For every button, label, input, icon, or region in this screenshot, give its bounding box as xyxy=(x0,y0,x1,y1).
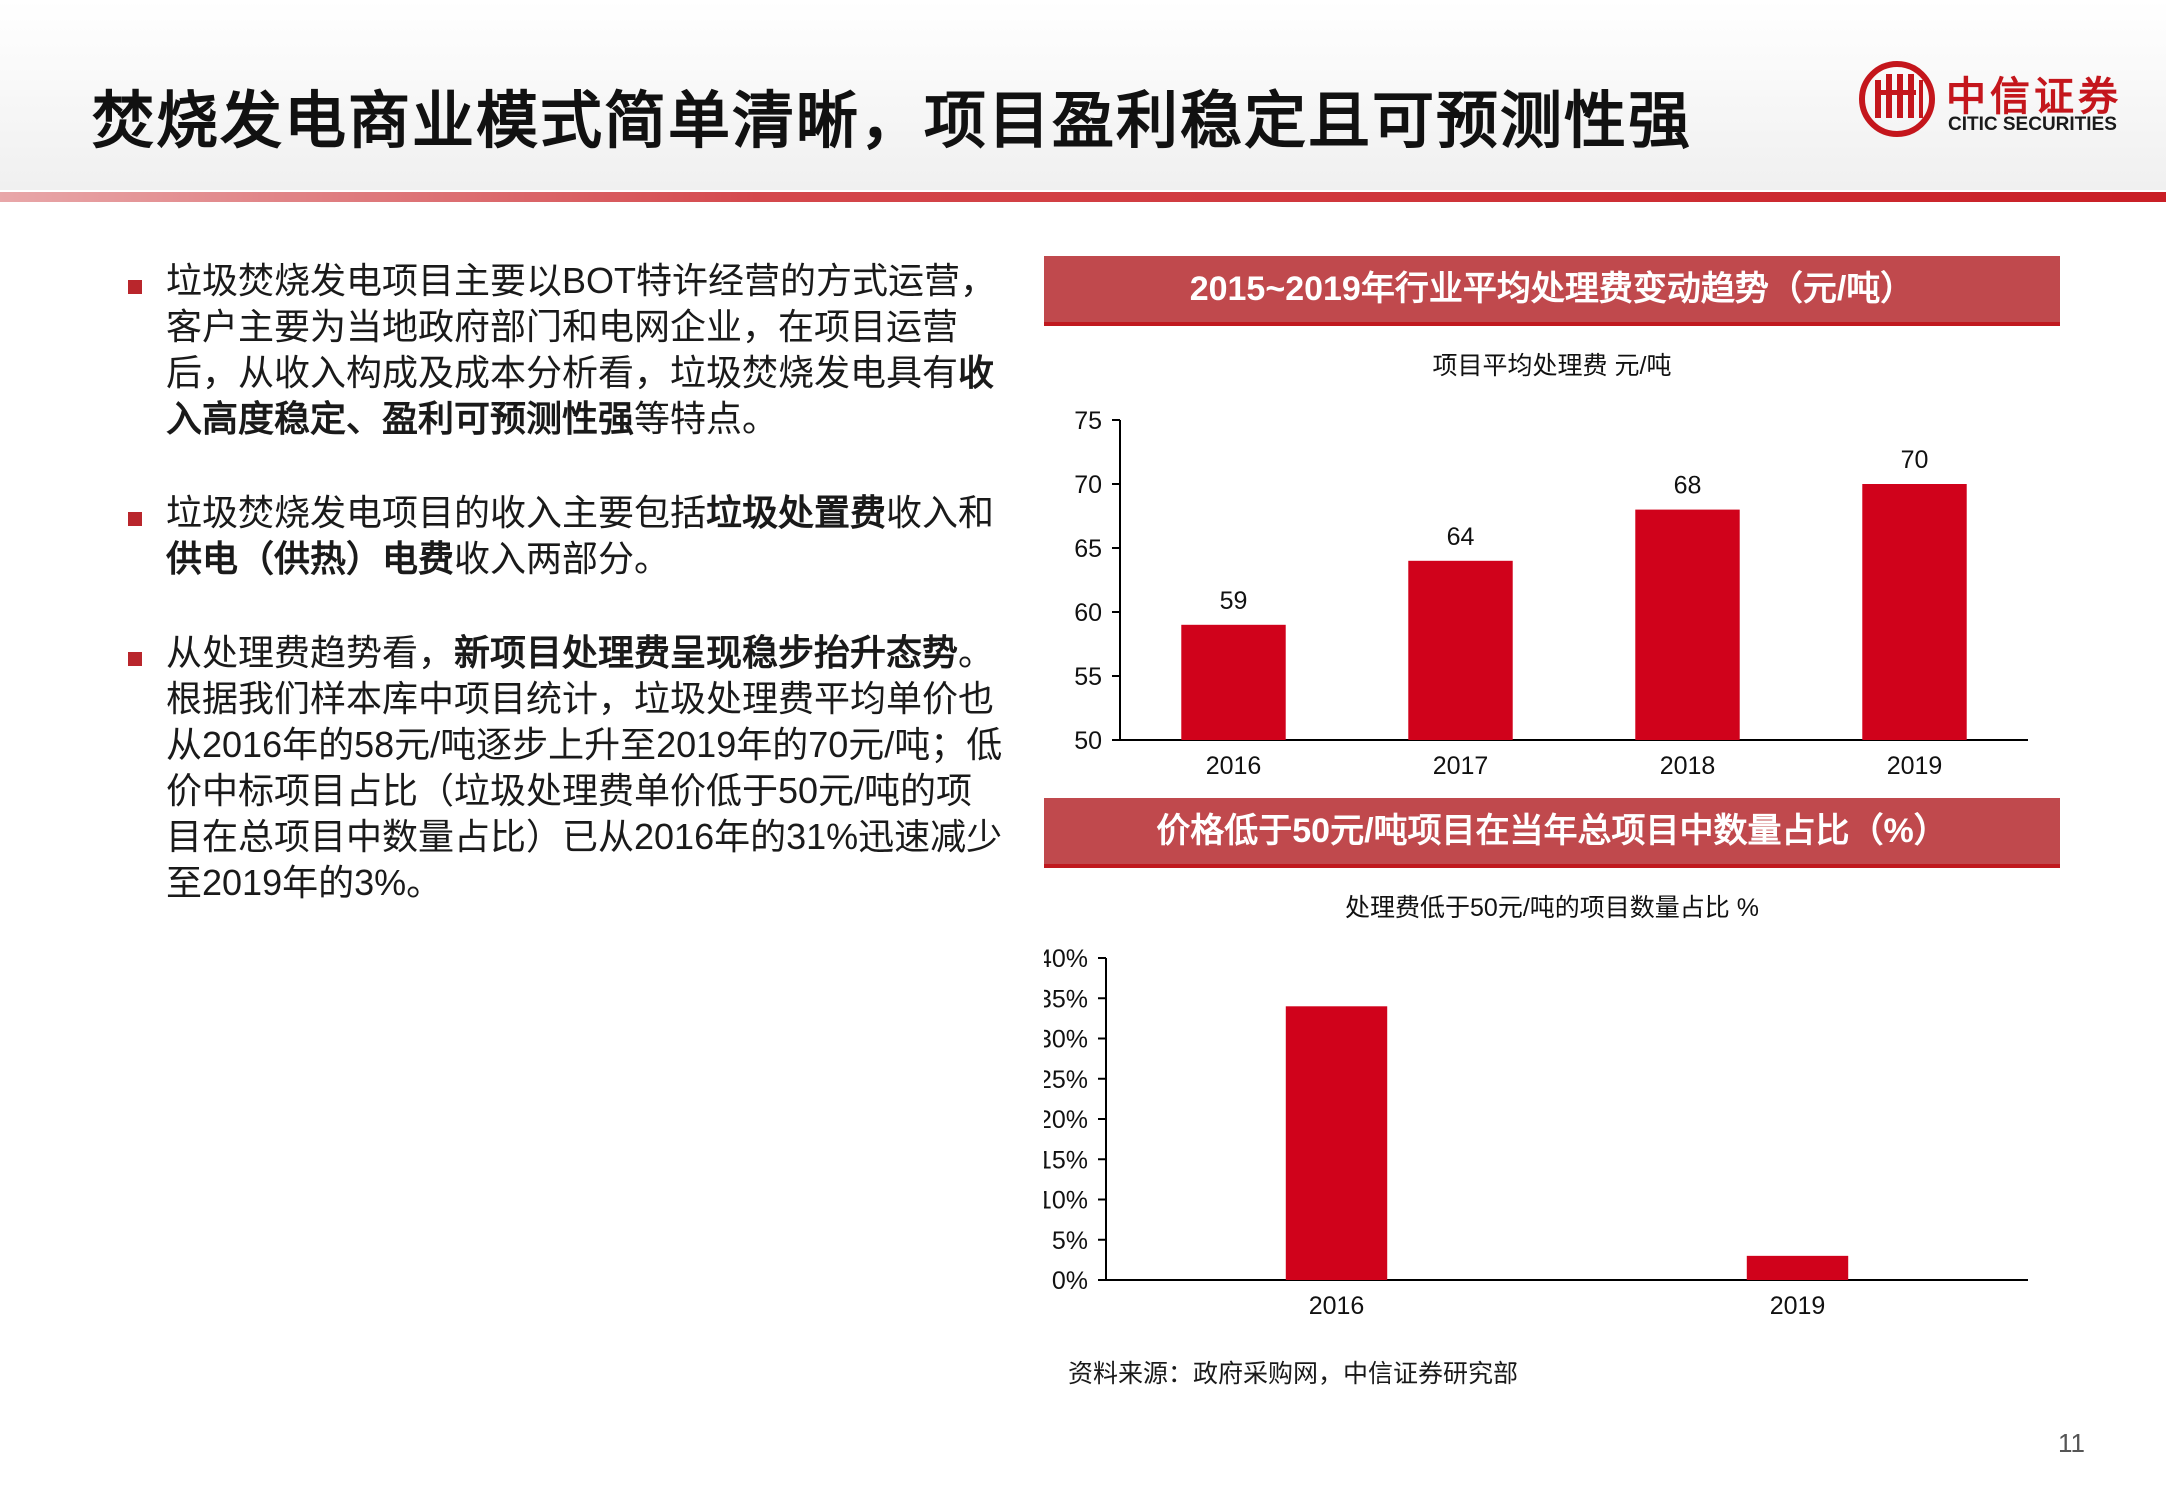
bullet-text: 垃圾焚烧发电项目的收入主要包括垃圾处置费收入和供电（供热）电费收入两部分。 xyxy=(166,490,1008,582)
bullet-bold-segment: 新项目处理费呈现稳步抬升态势 xyxy=(454,632,959,673)
x-tick-label: 2018 xyxy=(1660,752,1716,780)
y-tick-label: 70 xyxy=(1074,471,1102,499)
source-note: 资料来源：政府采购网，中信证券研究部 xyxy=(1068,1360,1519,1388)
bullet-item: 垃圾焚烧发电项目的收入主要包括垃圾处置费收入和供电（供热）电费收入两部分。 xyxy=(128,490,1008,582)
bullet-segment: 垃圾焚烧发电项目主要以BOT特许经营的方式运营，客户主要为当地政府部门和电网企业… xyxy=(166,260,997,393)
chart2-header: 价格低于50元/吨项目在当年总项目中数量占比（%） xyxy=(1044,798,2060,868)
y-tick-label: 50 xyxy=(1074,727,1102,755)
y-tick-label: 25% xyxy=(1044,1066,1088,1094)
page-title: 焚烧发电商业模式简单清晰，项目盈利稳定且可预测性强 xyxy=(92,87,1693,156)
logo-text-en: CITIC SECURITIES xyxy=(1948,114,2117,135)
chart-title: 项目平均处理费 元/吨 xyxy=(1433,352,1672,380)
bullet-segment: 等特点。 xyxy=(634,398,779,439)
y-tick-label: 55 xyxy=(1074,663,1102,691)
bullet-bold-segment: 收入高度稳定、盈利可预测性强 xyxy=(166,352,995,439)
chart2-bar-chart: 处理费低于50元/吨的项目数量占比 % 0% 5% 10% 15% 20% 25% 30% 35… xyxy=(1044,894,2028,1320)
header-band xyxy=(0,0,2166,190)
bullet-segment: 。根据我们样本库中项目统计，垃圾处理费平均单价也从2016年的58元/吨逐步上升… xyxy=(166,632,1003,903)
page-number: 11 xyxy=(2058,1428,2085,1458)
bullet-list: 垃圾焚烧发电项目主要以BOT特许经营的方式运营，客户主要为当地政府部门和电网企业… xyxy=(128,258,1008,954)
y-tick-label: 15% xyxy=(1044,1146,1088,1174)
bar xyxy=(1746,1255,1849,1280)
bullet-text: 垃圾焚烧发电项目主要以BOT特许经营的方式运营，客户主要为当地政府部门和电网企业… xyxy=(166,258,1008,442)
bar xyxy=(1408,560,1513,740)
x-tick-label: 2016 xyxy=(1309,1292,1365,1320)
bar-data-label: 59 xyxy=(1220,587,1248,615)
bullet-bold-segment: 供电（供热）电费 xyxy=(166,538,455,579)
bar xyxy=(1862,484,1967,740)
x-tick-label: 2017 xyxy=(1433,752,1489,780)
y-tick-label: 35% xyxy=(1044,985,1088,1013)
bullet-item: 垃圾焚烧发电项目主要以BOT特许经营的方式运营，客户主要为当地政府部门和电网企业… xyxy=(128,258,1008,442)
bullet-item: 从处理费趋势看，新项目处理费呈现稳步抬升态势。根据我们样本库中项目统计，垃圾处理… xyxy=(128,630,1008,906)
bullet-text: 从处理费趋势看，新项目处理费呈现稳步抬升态势。根据我们样本库中项目统计，垃圾处理… xyxy=(166,630,1008,906)
company-logo: 中信证券 CITIC SECURITIES xyxy=(1858,60,2148,140)
bullet-square-icon xyxy=(128,280,142,294)
bar xyxy=(1181,624,1286,740)
header-divider xyxy=(0,192,2166,202)
y-tick-label: 10% xyxy=(1044,1187,1088,1215)
y-tick-label: 40% xyxy=(1044,945,1088,973)
citic-logo-icon xyxy=(1859,61,1935,137)
chart1-header: 2015~2019年行业平均处理费变动趋势（元/吨） xyxy=(1044,256,2060,326)
y-tick-label: 60 xyxy=(1074,599,1102,627)
x-tick-label: 2019 xyxy=(1770,1292,1826,1320)
logo-text-cn: 中信证券 xyxy=(1946,73,2122,120)
bullet-segment: 从处理费趋势看， xyxy=(166,632,455,673)
x-tick-label: 2019 xyxy=(1887,752,1943,780)
bullet-square-icon xyxy=(128,652,142,666)
bullet-segment: 收入两部分。 xyxy=(454,538,671,579)
y-tick-label: 5% xyxy=(1052,1227,1088,1255)
bar-data-label: 68 xyxy=(1674,472,1702,500)
y-tick-label: 30% xyxy=(1044,1026,1088,1054)
bar-data-label: 70 xyxy=(1901,446,1929,474)
y-tick-label: 65 xyxy=(1074,535,1102,563)
bar xyxy=(1285,1006,1388,1280)
bullet-bold-segment: 垃圾处置费 xyxy=(706,492,887,533)
bullet-segment: 垃圾焚烧发电项目的收入主要包括 xyxy=(166,492,707,533)
y-tick-label: 20% xyxy=(1044,1106,1088,1134)
chart1-bar-chart: 项目平均处理费 元/吨 50 55 60 65 70 75 59 2016 64 2017 68 201… xyxy=(1074,352,2028,780)
y-tick-label: 75 xyxy=(1074,407,1102,435)
bullet-square-icon xyxy=(128,512,142,526)
bar xyxy=(1635,509,1740,740)
y-tick-label: 0% xyxy=(1052,1267,1088,1295)
bar-data-label: 64 xyxy=(1447,523,1475,551)
chart-title: 处理费低于50元/吨的项目数量占比 % xyxy=(1345,894,1759,922)
x-tick-label: 2016 xyxy=(1206,752,1262,780)
bullet-segment: 收入和 xyxy=(886,492,995,533)
